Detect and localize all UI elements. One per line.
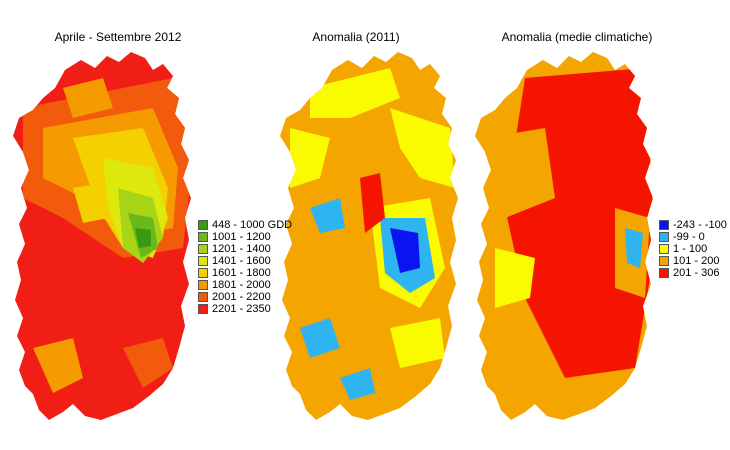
legend-label: 1601 - 1800 xyxy=(212,267,271,279)
legend-row: -99 - 0 xyxy=(659,231,727,243)
legend-row: 1801 - 2000 xyxy=(198,279,292,291)
legend-swatch xyxy=(198,256,208,266)
panel-title-anomaly-2011: Anomalia (2011) xyxy=(312,30,400,44)
legend-row: 1401 - 1600 xyxy=(198,255,292,267)
legend-swatch xyxy=(659,268,669,278)
legend-label: 1001 - 1200 xyxy=(212,231,271,243)
legend-label: -243 - -100 xyxy=(673,219,727,231)
legend-row: 1201 - 1400 xyxy=(198,243,292,255)
legend-row: 2201 - 2350 xyxy=(198,303,292,315)
legend-row: 101 - 200 xyxy=(659,255,727,267)
panel-title-gdd-2012: Aprile - Settembre 2012 xyxy=(54,30,182,44)
legend-row: 1001 - 1200 xyxy=(198,231,292,243)
legend-gdd-2012: 448 - 1000 GDD 1001 - 1200 1201 - 1400 1401… xyxy=(198,219,292,315)
map-anomaly-2011 xyxy=(280,52,458,420)
legend-label: 2001 - 2200 xyxy=(212,291,271,303)
legend-label: 1401 - 1600 xyxy=(212,255,271,267)
legend-swatch xyxy=(198,244,208,254)
legend-label: 2201 - 2350 xyxy=(212,303,271,315)
legend-label: -99 - 0 xyxy=(673,231,705,243)
legend-label: 1 - 100 xyxy=(673,243,708,255)
legend-swatch xyxy=(659,232,669,242)
legend-label: 1201 - 1400 xyxy=(212,243,271,255)
map-anomaly-climate xyxy=(475,52,653,420)
legend-label: 101 - 200 xyxy=(673,255,720,267)
legend-swatch xyxy=(198,268,208,278)
legend-swatch xyxy=(198,292,208,302)
legend-row: 2001 - 2200 xyxy=(198,291,292,303)
legend-row: 1 - 100 xyxy=(659,243,727,255)
legend-swatch xyxy=(659,220,669,230)
legend-row: 448 - 1000 GDD xyxy=(198,219,292,231)
legend-row: 201 - 306 xyxy=(659,267,727,279)
panel-title-anomaly-climate: Anomalia (medie climatiche) xyxy=(501,30,653,44)
legend-swatch xyxy=(198,220,208,230)
legend-swatch xyxy=(198,280,208,290)
legend-row: 1601 - 1800 xyxy=(198,267,292,279)
legend-swatch xyxy=(198,304,208,314)
legend-row: -243 - -100 xyxy=(659,219,727,231)
legend-label: 201 - 306 xyxy=(673,267,720,279)
legend-swatch xyxy=(198,232,208,242)
legend-swatch xyxy=(659,256,669,266)
legend-label: 1801 - 2000 xyxy=(212,279,271,291)
legend-label: 448 - 1000 GDD xyxy=(212,219,293,231)
legend-swatch xyxy=(659,244,669,254)
map-gdd-2012 xyxy=(13,52,191,420)
